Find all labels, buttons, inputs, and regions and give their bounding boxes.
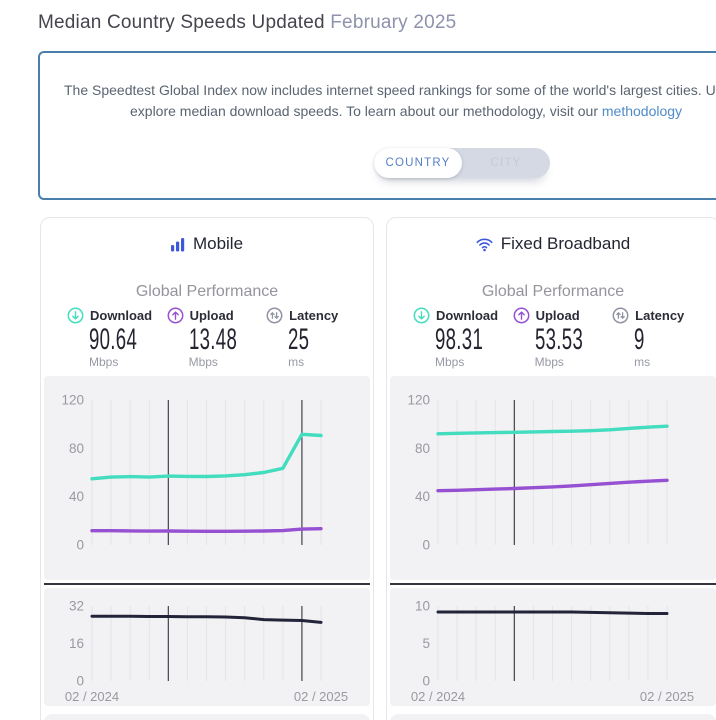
country-city-toggle: COUNTRY CITY [374,148,550,178]
svg-text:02 / 2024: 02 / 2024 [65,689,119,704]
page-title-date: February 2025 [330,12,457,33]
fixed-next-section-stub [390,714,716,720]
stat-label: Download [436,307,499,323]
fixed-stats-row: Download 98.31 Mbps Upload 53.53 Mbps [387,307,716,369]
svg-text:02 / 2025: 02 / 2025 [640,689,694,704]
banner-text-line1: The Speedtest Global Index now includes … [64,82,716,98]
mobile-panel-title: Mobile [192,234,244,253]
svg-text:0: 0 [422,674,430,689]
toggle-city-button[interactable]: CITY [462,148,550,178]
stat-label: Upload [535,307,580,323]
svg-text:32: 32 [69,599,84,614]
banner-text-line2-prefix: explore median download speeds. To learn… [130,103,602,119]
page-title-main: Median Country Speeds Updated [38,12,325,33]
svg-text:80: 80 [415,441,430,456]
intro-banner: The Speedtest Global Index now includes … [38,51,716,200]
stat-label: Latency [635,307,685,323]
stat-value: 53.53 [534,323,583,356]
svg-text:10: 10 [415,599,430,614]
wifi-icon [476,238,493,251]
mobile-upload-stat: Upload 13.48 Mbps [167,307,267,369]
download-circle-icon [413,307,430,323]
banner-text-line2: explore median download speeds. To learn… [130,103,682,119]
upload-circle-icon [513,307,530,323]
mobile-panel-header: Mobile [41,233,373,255]
stat-value: 9 [634,323,645,356]
mobile-latency-stat: Latency 25 ms [266,307,338,369]
latency-circle-icon [612,307,629,323]
svg-text:120: 120 [407,393,430,408]
stat-value: 13.48 [188,323,237,356]
svg-text:0: 0 [76,674,84,689]
mobile-speed-chart[interactable]: 0 40 80 120 [44,376,370,580]
stat-unit: Mbps [435,355,465,369]
toggle-country-button[interactable]: COUNTRY [374,148,462,178]
fixed-panel-header: Fixed Broadband [387,233,716,255]
stat-unit: ms [288,355,305,369]
stat-value: 98.31 [435,323,484,356]
mobile-latency-chart[interactable]: 0 16 32 02 / 2024 02 / 2025 [44,588,370,706]
svg-text:02 / 2024: 02 / 2024 [411,689,465,704]
stat-unit: Mbps [89,355,119,369]
fixed-panel-title: Fixed Broadband [500,234,631,253]
methodology-link[interactable]: methodology [601,103,683,119]
chart-divider [44,583,370,585]
stat-unit: Mbps [534,355,564,369]
upload-circle-icon [167,307,184,323]
fixed-upload-stat: Upload 53.53 Mbps [513,307,613,369]
mobile-panel: Mobile Global Performance Download 90.64… [40,217,374,720]
download-circle-icon [67,307,84,323]
stat-label: Upload [189,307,234,323]
latency-circle-icon [266,307,283,323]
fixed-speed-chart[interactable]: 0 40 80 120 [390,376,716,580]
chart-divider [390,583,716,585]
stat-label: Download [90,307,153,323]
fixed-broadband-panel: Fixed Broadband Global Performance Downl… [386,217,716,720]
svg-text:0: 0 [76,538,84,553]
svg-text:0: 0 [422,538,430,553]
fixed-latency-chart[interactable]: 0 5 10 02 / 2024 02 / 2025 [390,588,716,706]
stat-unit: ms [634,355,651,369]
page-title: Median Country Speeds Updated February 2… [38,12,456,34]
stat-value: 25 [288,323,310,356]
svg-text:02 / 2025: 02 / 2025 [294,689,348,704]
svg-text:40: 40 [69,489,84,504]
svg-text:5: 5 [422,636,430,651]
bar-chart-icon [170,237,185,251]
svg-text:80: 80 [69,441,84,456]
svg-text:40: 40 [415,489,430,504]
stat-unit: Mbps [188,355,218,369]
svg-text:16: 16 [69,636,84,651]
mobile-stats-row: Download 90.64 Mbps Upload 13.48 Mbps [41,307,373,369]
svg-text:120: 120 [61,393,84,408]
mobile-next-section-stub [44,714,370,720]
fixed-latency-stat: Latency 9 ms [612,307,684,369]
stat-label: Latency [289,307,339,323]
mobile-download-stat: Download 90.64 Mbps [67,307,167,369]
stat-value: 90.64 [89,323,138,356]
fixed-section-title: Global Performance [481,283,625,300]
mobile-section-title: Global Performance [135,283,279,300]
fixed-download-stat: Download 98.31 Mbps [413,307,513,369]
